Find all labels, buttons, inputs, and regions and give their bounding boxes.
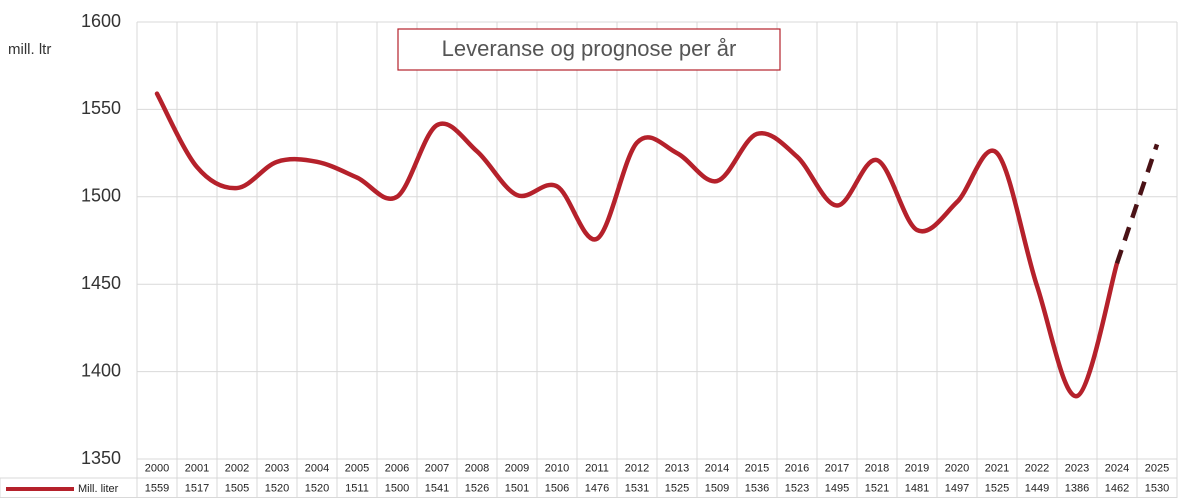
x-tick-label: 2005 bbox=[345, 462, 369, 474]
x-tick-label: 2004 bbox=[305, 462, 329, 474]
legend-label: Mill. liter bbox=[78, 483, 119, 495]
x-tick-label: 2013 bbox=[665, 462, 689, 474]
x-tick-label: 2012 bbox=[625, 462, 649, 474]
table-value: 1495 bbox=[825, 482, 849, 494]
x-tick-label: 2023 bbox=[1065, 462, 1089, 474]
table-value: 1536 bbox=[745, 482, 769, 494]
x-tick-label: 2016 bbox=[785, 462, 809, 474]
table-value: 1525 bbox=[985, 482, 1009, 494]
table-value: 1497 bbox=[945, 482, 969, 494]
x-tick-label: 2006 bbox=[385, 462, 409, 474]
forecast-line bbox=[1114, 143, 1160, 264]
table-value: 1476 bbox=[585, 482, 609, 494]
table-value: 1521 bbox=[865, 482, 889, 494]
table-value: 1531 bbox=[625, 482, 649, 494]
x-tick-label: 2022 bbox=[1025, 462, 1049, 474]
x-tick-label: 2003 bbox=[265, 462, 289, 474]
x-tick-label: 2007 bbox=[425, 462, 449, 474]
grid bbox=[0, 21, 1178, 498]
y-tick-label: 1400 bbox=[81, 360, 121, 380]
x-tick-label: 2010 bbox=[545, 462, 569, 474]
table-value: 1500 bbox=[385, 482, 409, 494]
title-box bbox=[397, 28, 781, 71]
table-value: 1509 bbox=[705, 482, 729, 494]
x-tick-label: 2019 bbox=[905, 462, 929, 474]
x-tick-label: 2020 bbox=[945, 462, 969, 474]
table-value: 1559 bbox=[145, 482, 169, 494]
table-value: 1462 bbox=[1105, 482, 1129, 494]
x-tick-label: 2018 bbox=[865, 462, 889, 474]
table-value: 1541 bbox=[425, 482, 449, 494]
table-value: 1505 bbox=[225, 482, 249, 494]
line bbox=[154, 91, 1120, 399]
table-value: 1449 bbox=[1025, 482, 1049, 494]
x-tick-label: 2021 bbox=[985, 462, 1009, 474]
y-tick-label: 1600 bbox=[81, 11, 121, 31]
y-tick-label: 1450 bbox=[81, 273, 121, 293]
table-value: 1481 bbox=[905, 482, 929, 494]
table-value: 1525 bbox=[665, 482, 689, 494]
x-tick-label: 2000 bbox=[145, 462, 169, 474]
x-tick-label: 2025 bbox=[1145, 462, 1169, 474]
x-tick-label: 2015 bbox=[745, 462, 769, 474]
table-value: 1386 bbox=[1065, 482, 1089, 494]
table-value: 1517 bbox=[185, 482, 209, 494]
x-tick-label: 2024 bbox=[1105, 462, 1129, 474]
x-tick-label: 2008 bbox=[465, 462, 489, 474]
y-tick-label: 1550 bbox=[81, 98, 121, 118]
y-tick-label: 1500 bbox=[81, 186, 121, 206]
x-tick-label: 2001 bbox=[185, 462, 209, 474]
x-tick-label: 2011 bbox=[585, 462, 609, 474]
x-tick-label: 2014 bbox=[705, 462, 729, 474]
x-tick-label: 2009 bbox=[505, 462, 529, 474]
table-value: 1520 bbox=[265, 482, 289, 494]
table-value: 1523 bbox=[785, 482, 809, 494]
y-axis-label: mill. ltr bbox=[8, 41, 51, 58]
table-value: 1520 bbox=[305, 482, 329, 494]
chart-title: Leveranse og prognose per år bbox=[442, 36, 737, 61]
table-value: 1501 bbox=[505, 482, 529, 494]
x-tick-label: 2017 bbox=[825, 462, 849, 474]
x-tick-label: 2002 bbox=[225, 462, 249, 474]
marks bbox=[154, 91, 1160, 399]
table-value: 1511 bbox=[345, 482, 369, 494]
table-value: 1506 bbox=[545, 482, 569, 494]
y-tick-label: 1350 bbox=[81, 448, 121, 468]
table-value: 1530 bbox=[1145, 482, 1169, 494]
table-value: 1526 bbox=[465, 482, 489, 494]
